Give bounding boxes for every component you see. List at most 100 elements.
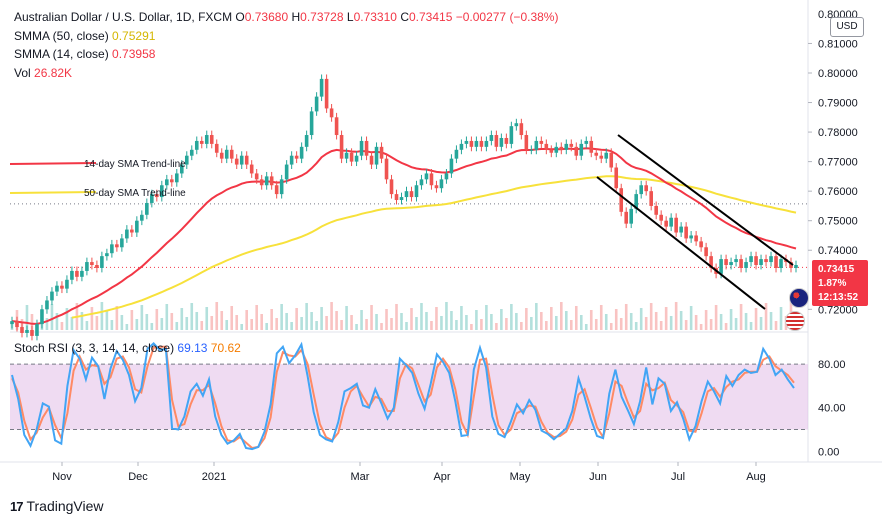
candle-body (269, 176, 274, 186)
volume-bar (190, 303, 194, 330)
candle-body (80, 270, 84, 277)
volume-bar (205, 307, 209, 330)
y-tick-label: 0.80000 (818, 68, 858, 80)
candle-body (279, 179, 284, 195)
candle-body (459, 143, 464, 150)
sma50-legend[interactable]: SMMA (50, close) 0.75291 (14, 29, 155, 43)
stoch-rsi-legend[interactable]: Stoch RSI (3, 3, 14, 14, close) 69.13 70… (14, 341, 241, 355)
volume-bar (495, 323, 498, 330)
tradingview-brand: TradingView (26, 498, 104, 514)
volume-bar (160, 318, 164, 330)
candle-body (329, 108, 334, 118)
candle-body (509, 126, 514, 144)
high-label: H (291, 10, 301, 24)
volume-bar (684, 320, 688, 330)
volume-bar (150, 323, 154, 330)
volume-bar (579, 315, 583, 330)
volume-bar (95, 316, 99, 330)
volume-bar (674, 302, 678, 330)
volume-bar (140, 305, 144, 330)
candle-body (20, 327, 24, 333)
candle-body (414, 185, 419, 198)
candle-body (504, 137, 509, 144)
candle-body (684, 226, 688, 239)
volume-bar (734, 318, 738, 330)
candle-body (254, 173, 259, 180)
candle-body (524, 135, 529, 150)
volume-bar (694, 315, 698, 330)
aud-flag-icon[interactable] (789, 288, 809, 308)
candle-body (314, 96, 319, 112)
candle-body (179, 164, 184, 174)
candle-body (339, 135, 344, 159)
candle-body (519, 123, 524, 136)
y-tick-label: 0.72000 (818, 304, 858, 316)
candle-body (559, 146, 564, 150)
volume-bar (325, 316, 328, 330)
candle-body (150, 194, 154, 203)
candle-body (729, 262, 733, 266)
candle-body (764, 259, 768, 263)
candle-body (155, 194, 159, 198)
candle-body (639, 185, 643, 195)
volume-bar (55, 313, 59, 330)
tradingview-logo[interactable]: 17 TradingView (10, 498, 104, 514)
volume-legend[interactable]: Vol 26.82K (14, 66, 72, 80)
candle-body (165, 179, 169, 186)
volume-bar (70, 317, 74, 330)
candle-body (544, 143, 549, 150)
usd-flag-icon[interactable] (785, 311, 805, 331)
volume-bar (275, 318, 278, 330)
volume-bar (614, 309, 618, 330)
open-label: O (235, 10, 245, 24)
candle-body (264, 176, 269, 186)
volume-bar (644, 317, 648, 330)
volume-bar (410, 308, 413, 330)
candle-body (739, 259, 743, 268)
candle-body (734, 259, 738, 263)
currency-badge[interactable]: USD (830, 17, 864, 37)
volume-bar (774, 321, 778, 330)
volume-bar (440, 316, 443, 330)
candle-body (75, 270, 79, 277)
candle-body (674, 217, 678, 233)
candle-body (589, 140, 594, 153)
volume-bar (485, 305, 488, 330)
candle-body (404, 191, 409, 198)
candle-body (554, 146, 559, 153)
candle-body (90, 262, 94, 266)
tradingview-logo-icon: 17 (10, 498, 24, 514)
candle-body (169, 179, 174, 183)
stoch-rsi-band (10, 364, 808, 430)
candle-body (125, 229, 129, 239)
volume-bar (530, 317, 533, 330)
candle-body (489, 135, 494, 141)
volume-bar (110, 320, 114, 330)
volume-bar (475, 310, 478, 330)
volume-bar (105, 311, 109, 330)
candle-body (759, 259, 763, 266)
candle-body (624, 211, 629, 224)
sma14-line (11, 147, 797, 325)
volume-bar (425, 312, 428, 330)
candle-body (95, 265, 99, 268)
volume-bar (500, 309, 503, 330)
volume-value: 26.82K (34, 66, 73, 80)
sma14-legend[interactable]: SMMA (14, close) 0.73958 (14, 47, 155, 61)
candle-body (384, 158, 389, 180)
candle-body (10, 321, 14, 325)
volume-bar (65, 308, 69, 330)
volume-bar (215, 302, 219, 330)
volume-bar (584, 324, 588, 330)
x-tick-label: Jul (671, 471, 685, 483)
sma50-line (71, 175, 797, 319)
candle-body (514, 123, 519, 127)
volume-bar (340, 320, 343, 330)
candle-body (189, 149, 194, 156)
volume-bar (754, 308, 758, 330)
candle-body (25, 330, 29, 333)
candle-body (140, 214, 144, 221)
volume-bar (460, 306, 463, 330)
symbol-name: Australian Dollar / U.S. Dollar, 1D, FXC… (14, 10, 233, 24)
